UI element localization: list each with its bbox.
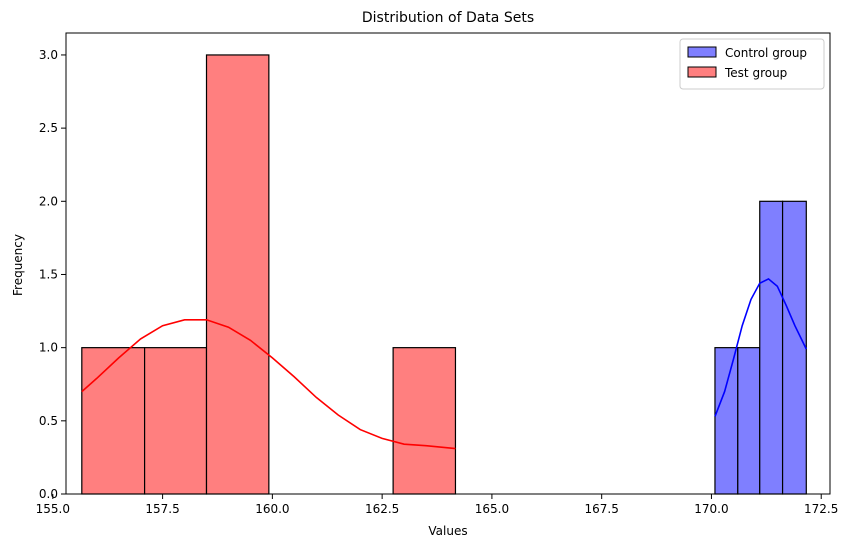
histogram-bars [81,54,807,495]
y-axis-ticks: 0.0 0.5 1.0 1.5 2.0 2.5 3.0 [39,48,66,501]
legend-label-0: Control group [725,46,807,60]
x-tick-label: 165.0 [475,502,509,516]
y-tick-label: 1.0 [39,341,58,355]
legend: Control group Test group [679,38,825,90]
y-tick-label: 0.0 [39,487,58,501]
y-tick-label: 2.0 [39,194,58,208]
bar-series-1-bin-3 [392,347,457,495]
x-tick-label: 155.0 [36,502,70,516]
x-axis-label: Values [428,524,467,538]
legend-swatch-0 [687,46,717,58]
x-tick-label: 167.5 [584,502,618,516]
legend-swatch-1 [687,66,717,78]
x-tick-label: 162.5 [365,502,399,516]
bar-series-1-bin-2 [205,54,270,495]
bar-series-0-bin-0 [714,347,739,495]
bar-series-1-bin-0 [81,347,146,495]
bar-series-1-bin-1 [143,347,208,495]
bar-series-0-bin-1 [737,347,761,495]
x-tick-label: 170.0 [694,502,728,516]
kde-curves [81,277,808,450]
y-tick-label: 2.5 [39,121,58,135]
bar-series-0-bin-3 [781,200,807,495]
x-tick-label: 172.5 [804,502,838,516]
chart-title: Distribution of Data Sets [362,10,534,26]
x-tick-label: 157.5 [145,502,179,516]
y-tick-label: 1.5 [39,267,58,281]
bar-series-0-bin-2 [759,200,784,495]
plot-frame [65,32,831,495]
x-tick-label: 160.0 [255,502,289,516]
x-axis-ticks: 155.0 157.5 160.0 162.5 165.0 167.5 170.0 172.5 [36,494,838,516]
legend-label-1: Test group [724,66,787,80]
kde-line-series-1 [81,319,456,450]
y-axis-label: Frequency [11,234,25,296]
y-tick-label: 3.0 [39,48,58,62]
kde-line-series-0 [714,277,808,417]
y-tick-label: 0.5 [39,414,58,428]
